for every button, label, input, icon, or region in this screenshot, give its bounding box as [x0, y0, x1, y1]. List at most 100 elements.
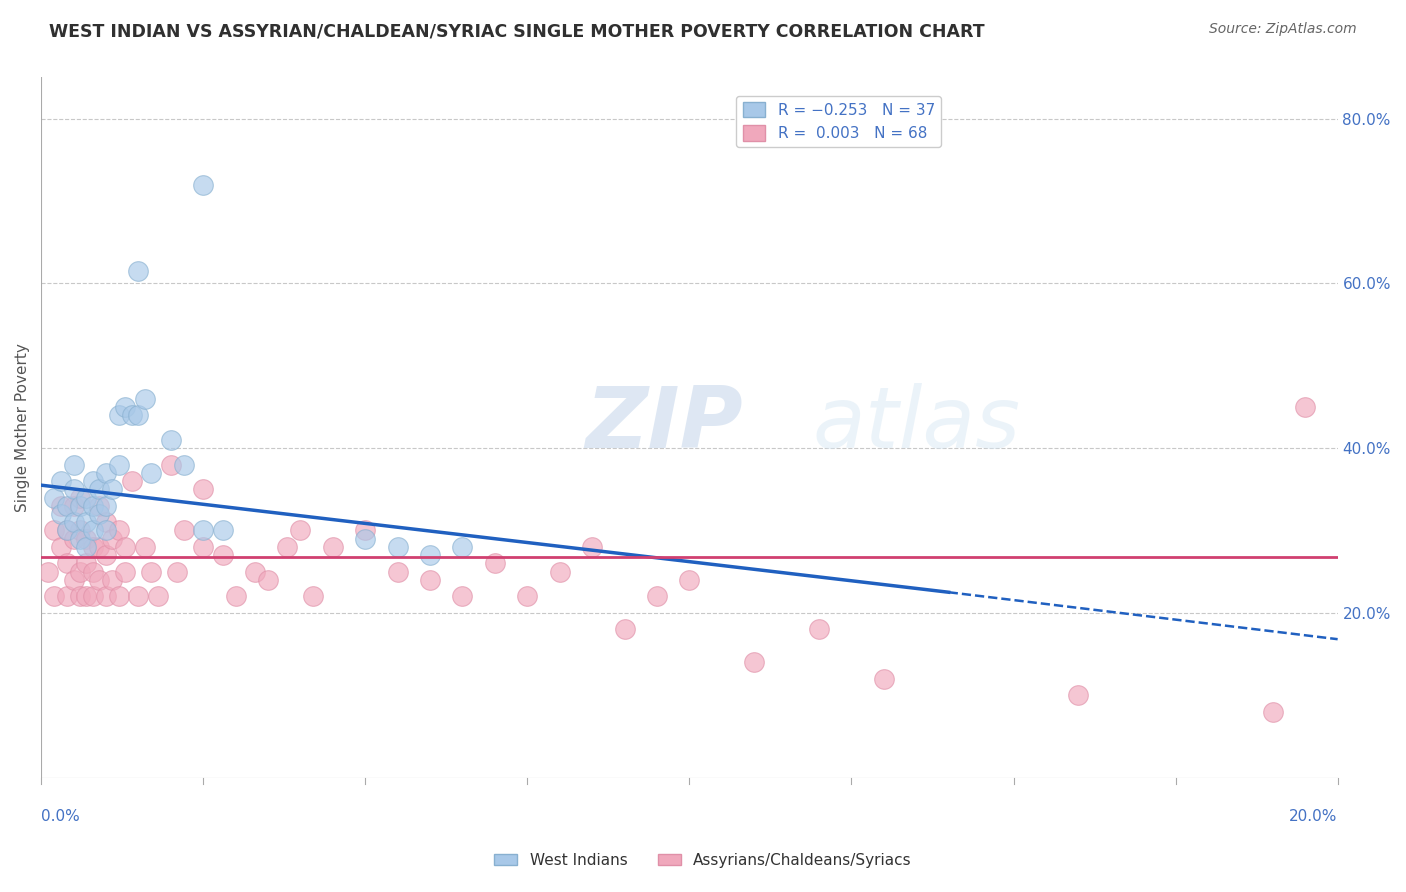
Point [62, 573, 84, 587]
Legend: West Indians, Assyrians/Chaldeans/Syriacs: West Indians, Assyrians/Chaldeans/Syriac… [488, 847, 918, 873]
Point [354, 532, 377, 546]
Point [69, 565, 91, 579]
Point [1294, 400, 1316, 414]
Point [82, 565, 104, 579]
Point [42, 491, 65, 505]
Point [548, 565, 571, 579]
Point [94, 515, 117, 529]
Point [56, 499, 79, 513]
Point [173, 524, 195, 538]
Point [94, 548, 117, 562]
Point [127, 264, 149, 278]
Point [387, 565, 409, 579]
Point [173, 458, 195, 472]
Text: atlas: atlas [813, 383, 1021, 466]
Point [62, 515, 84, 529]
Point [322, 540, 344, 554]
Text: ZIP: ZIP [586, 383, 744, 466]
Point [94, 499, 117, 513]
Point [193, 540, 215, 554]
Point [56, 590, 79, 604]
Point [108, 590, 131, 604]
Point [211, 524, 233, 538]
Point [134, 540, 156, 554]
Point [451, 540, 474, 554]
Point [94, 590, 117, 604]
Point [94, 466, 117, 480]
Point [76, 515, 98, 529]
Point [62, 499, 84, 513]
Point [419, 573, 441, 587]
Point [62, 532, 84, 546]
Text: 0.0%: 0.0% [41, 809, 80, 824]
Point [742, 655, 765, 669]
Point [225, 590, 247, 604]
Text: Source: ZipAtlas.com: Source: ZipAtlas.com [1209, 22, 1357, 37]
Point [82, 524, 104, 538]
Point [56, 524, 79, 538]
Point [243, 565, 266, 579]
Point [76, 590, 98, 604]
Point [302, 590, 325, 604]
Point [101, 573, 124, 587]
Point [141, 565, 163, 579]
Point [56, 524, 79, 538]
Point [49, 474, 72, 488]
Point [56, 557, 79, 571]
Point [49, 507, 72, 521]
Point [451, 590, 474, 604]
Point [257, 573, 280, 587]
Point [387, 540, 409, 554]
Point [89, 483, 111, 497]
Point [121, 408, 143, 422]
Y-axis label: Single Mother Poverty: Single Mother Poverty [15, 343, 30, 512]
Point [134, 392, 156, 406]
Point [108, 408, 131, 422]
Point [354, 524, 377, 538]
Point [159, 458, 181, 472]
Point [290, 524, 312, 538]
Point [101, 483, 124, 497]
Point [69, 491, 91, 505]
Point [69, 524, 91, 538]
Point [49, 540, 72, 554]
Point [69, 532, 91, 546]
Point [89, 499, 111, 513]
Point [89, 540, 111, 554]
Point [193, 524, 215, 538]
Point [121, 474, 143, 488]
Point [94, 524, 117, 538]
Point [76, 491, 98, 505]
Point [127, 408, 149, 422]
Text: WEST INDIAN VS ASSYRIAN/CHALDEAN/SYRIAC SINGLE MOTHER POVERTY CORRELATION CHART: WEST INDIAN VS ASSYRIAN/CHALDEAN/SYRIAC … [49, 22, 984, 40]
Point [127, 590, 149, 604]
Point [873, 672, 896, 686]
Point [166, 565, 188, 579]
Point [1067, 688, 1090, 702]
Point [581, 540, 603, 554]
Point [89, 573, 111, 587]
Point [101, 532, 124, 546]
Text: 20.0%: 20.0% [1289, 809, 1337, 824]
Point [62, 483, 84, 497]
Point [108, 458, 131, 472]
Point [108, 524, 131, 538]
Point [76, 532, 98, 546]
Point [76, 557, 98, 571]
Point [146, 590, 169, 604]
Point [89, 507, 111, 521]
Point [645, 590, 668, 604]
Point [114, 540, 136, 554]
Legend: R = −0.253   N = 37, R =  0.003   N = 68: R = −0.253 N = 37, R = 0.003 N = 68 [737, 95, 941, 147]
Point [613, 623, 636, 637]
Point [76, 540, 98, 554]
Point [808, 623, 831, 637]
Point [516, 590, 538, 604]
Point [484, 557, 506, 571]
Point [49, 499, 72, 513]
Point [276, 540, 298, 554]
Point [211, 548, 233, 562]
Point [114, 400, 136, 414]
Point [678, 573, 700, 587]
Point [62, 458, 84, 472]
